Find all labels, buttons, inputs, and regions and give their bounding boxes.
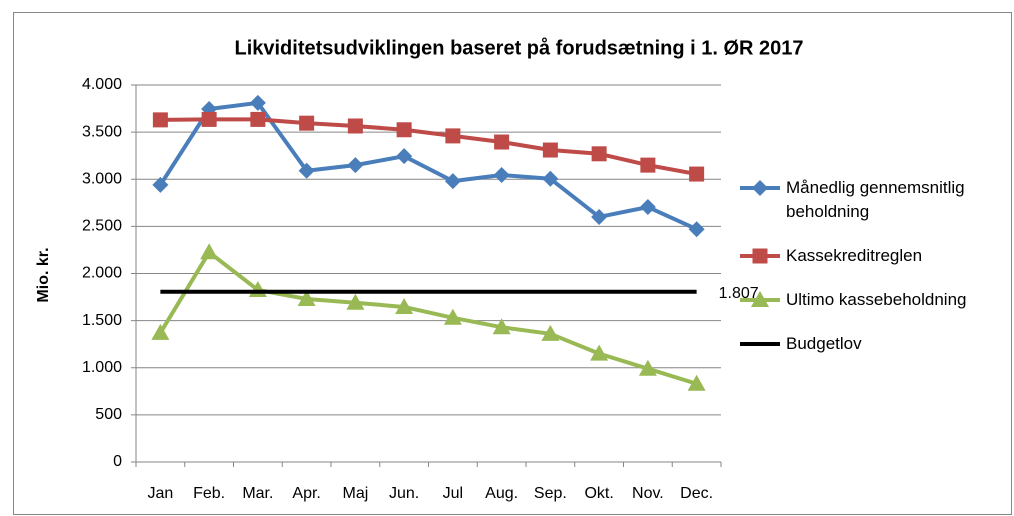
- marker-triangle: [346, 293, 365, 310]
- chart-title: Likviditetsudviklingen baseret på foruds…: [234, 36, 803, 59]
- marker-diamond: [688, 221, 705, 238]
- y-tick-label: 3.000: [82, 170, 122, 187]
- legend-swatch: [740, 342, 780, 346]
- marker-square: [689, 166, 705, 182]
- x-tick-label: Maj: [342, 485, 368, 502]
- marker-diamond: [152, 176, 169, 193]
- marker-square: [250, 111, 266, 127]
- x-tick-label: Sep.: [534, 485, 567, 502]
- x-tick-label: Okt.: [584, 485, 613, 502]
- x-tick-label: Aug.: [485, 485, 518, 502]
- marker-triangle: [443, 308, 462, 325]
- legend-item: Månedlig gennemsnitlig beholdning: [738, 176, 1006, 224]
- marker-diamond: [639, 199, 656, 216]
- series-line: [158, 100, 698, 232]
- y-tick-label: 1.500: [82, 312, 122, 329]
- marker-diamond: [249, 94, 266, 111]
- marker-triangle: [687, 374, 706, 391]
- legend-label: Månedlig gennemsnitlig beholdning: [786, 178, 965, 221]
- marker-square: [591, 146, 607, 162]
- y-tick-label: 2.500: [82, 218, 122, 235]
- marker-triangle: [200, 243, 219, 260]
- y-tick-label: 4.000: [82, 76, 122, 93]
- marker-triangle: [751, 291, 769, 307]
- legend-item: Budgetlov: [738, 332, 1006, 356]
- series-line: [160, 117, 697, 177]
- legend-label: Kassekreditreglen: [786, 246, 923, 265]
- legend-item: Ultimo kassebeholdning: [738, 288, 1006, 312]
- marker-diamond: [298, 162, 315, 179]
- marker-square: [347, 118, 363, 134]
- y-tick-label: 3.500: [82, 123, 122, 140]
- marker-square: [152, 112, 168, 128]
- x-tick-label: Mar.: [242, 485, 273, 502]
- data-label: 1.807: [719, 285, 759, 302]
- marker-triangle: [590, 344, 609, 361]
- marker-triangle: [151, 323, 170, 340]
- marker-triangle: [638, 359, 657, 376]
- x-tick-label: Feb.: [193, 485, 225, 502]
- marker-square: [445, 128, 461, 144]
- marker-triangle: [541, 324, 560, 341]
- marker-square: [494, 134, 510, 150]
- legend-label: Ultimo kassebeholdning: [786, 290, 967, 309]
- y-tick-label: 0: [113, 453, 122, 470]
- x-tick-label: Apr.: [292, 485, 320, 502]
- y-axis-label: Mio. kr.: [35, 247, 52, 302]
- series-line: [158, 250, 698, 386]
- marker-diamond: [396, 148, 413, 165]
- chart-border: [13, 12, 1012, 515]
- legend: Månedlig gennemsnitlig beholdning Kassekr…: [738, 176, 1006, 376]
- legend-item: Kassekreditreglen: [738, 244, 1006, 268]
- marker-diamond: [752, 180, 768, 196]
- legend-swatch: [740, 248, 780, 264]
- marker-square: [299, 115, 315, 131]
- marker-triangle: [297, 289, 316, 306]
- marker-diamond: [542, 170, 559, 187]
- marker-diamond: [591, 208, 608, 225]
- legend-swatch: [740, 291, 780, 307]
- marker-triangle: [492, 318, 511, 335]
- y-tick-label: 500: [95, 406, 122, 423]
- x-tick-label: Dec.: [680, 485, 713, 502]
- marker-diamond: [444, 173, 461, 190]
- marker-triangle: [395, 297, 414, 314]
- marker-square: [396, 122, 412, 138]
- y-tick-label: 1.000: [82, 359, 122, 376]
- x-tick-label: Jan: [147, 485, 173, 502]
- marker-diamond: [347, 157, 364, 174]
- marker-square: [640, 157, 656, 173]
- marker-square: [201, 111, 217, 127]
- x-tick-label: Jul: [443, 485, 463, 502]
- legend-label: Budgetlov: [786, 334, 862, 353]
- marker-square: [542, 142, 558, 158]
- marker-square: [752, 248, 768, 264]
- x-tick-label: Nov.: [632, 485, 664, 502]
- x-tick-label: Jun.: [389, 485, 419, 502]
- y-tick-label: 2.000: [82, 265, 122, 282]
- legend-swatch: [740, 180, 780, 196]
- marker-diamond: [493, 167, 510, 184]
